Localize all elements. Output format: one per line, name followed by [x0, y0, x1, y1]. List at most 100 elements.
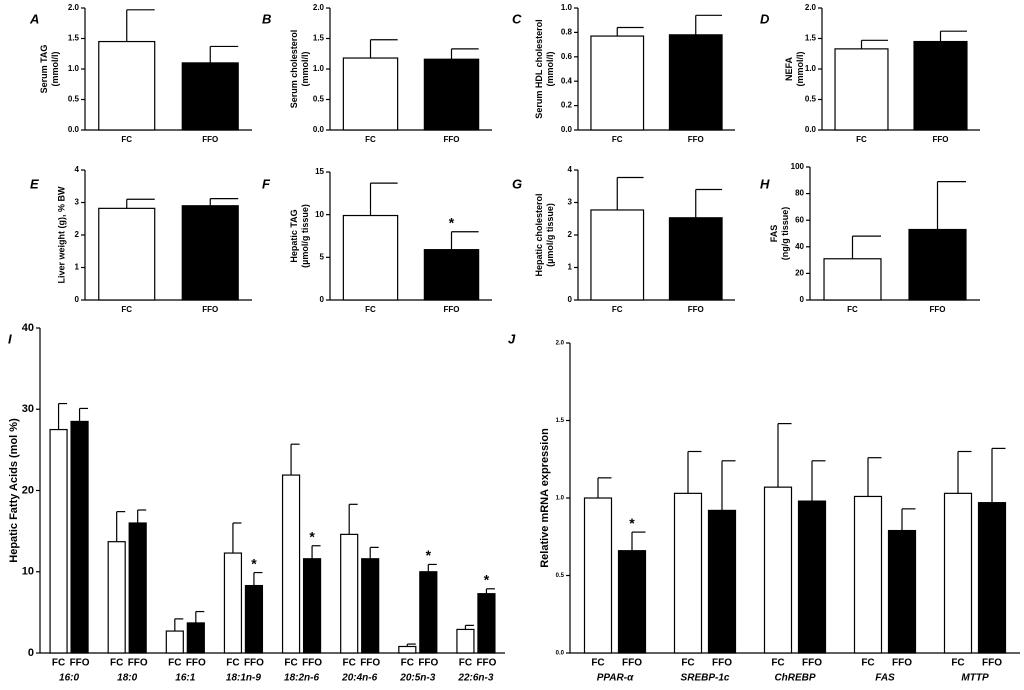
- bar: [165, 630, 184, 654]
- bar: [281, 474, 301, 654]
- y-tick-label: 1.0: [313, 64, 325, 73]
- y-tick-label: 3: [75, 198, 80, 207]
- x-tick-label: FFO: [444, 305, 460, 314]
- y-tick-label: 1.0: [805, 64, 817, 73]
- y-tick-label: 1.0: [556, 496, 565, 502]
- bar: [98, 207, 156, 301]
- y-axis-label: Hepatic Fatty Acids (mol %): [8, 418, 20, 563]
- x-tick-label: ChREBP: [774, 673, 815, 684]
- panel-letter: J: [508, 331, 516, 346]
- panel-letter: I: [8, 331, 12, 346]
- y-tick-label: 0.5: [68, 95, 80, 104]
- y-tick-label: 20: [22, 484, 34, 496]
- y-tick-label: 1: [75, 263, 80, 272]
- significance-mark: *: [251, 555, 257, 571]
- panel-letter: F: [262, 176, 271, 191]
- series-label: FC: [168, 658, 181, 669]
- series-label: FC: [951, 658, 964, 669]
- y-tick-label: 1.5: [556, 418, 565, 424]
- bar: [797, 500, 827, 654]
- y-tick-label: 1: [568, 263, 573, 272]
- series-label: FFO: [712, 658, 732, 669]
- y-tick-label: 0: [75, 295, 80, 304]
- bar: [419, 571, 438, 654]
- y-axis-label: Relative mRNA expression: [539, 428, 551, 568]
- y-tick-label: 0.5: [805, 95, 817, 104]
- y-axis-label: (µmol/g tissue): [300, 204, 310, 268]
- series-label: FFO: [244, 658, 264, 669]
- y-tick-label: 0: [320, 295, 325, 304]
- significance-mark: *: [309, 528, 315, 544]
- series-label: FC: [343, 658, 356, 669]
- x-tick-label: FC: [612, 135, 623, 144]
- x-tick-label: FFO: [688, 135, 704, 144]
- significance-mark: *: [484, 572, 490, 588]
- bar: [342, 57, 399, 131]
- y-tick-label: 0.0: [556, 651, 565, 657]
- x-tick-label: FFO: [444, 135, 460, 144]
- x-tick-label: FFO: [202, 305, 218, 314]
- series-label: FFO: [802, 658, 822, 669]
- y-tick-label: 4: [568, 165, 573, 174]
- bar: [70, 420, 89, 654]
- series-label: FC: [861, 658, 874, 669]
- y-tick-label: 3: [568, 198, 573, 207]
- series-label: FFO: [418, 658, 438, 669]
- series-label: FC: [591, 658, 604, 669]
- y-tick-label: 0.0: [561, 125, 573, 134]
- bar: [98, 40, 156, 131]
- x-tick-label: 18:0: [117, 673, 137, 684]
- y-tick-label: 2.0: [556, 341, 565, 347]
- y-axis-label: (mmol/l): [545, 51, 555, 86]
- y-tick-label: 4: [75, 165, 80, 174]
- bar: [590, 35, 645, 131]
- y-tick-label: 1.5: [68, 34, 80, 43]
- x-tick-label: 20:4n-6: [341, 673, 377, 684]
- bar: [707, 509, 737, 654]
- series-label: FC: [459, 658, 472, 669]
- series-label: FC: [681, 658, 694, 669]
- bar: [617, 550, 647, 654]
- bar: [943, 492, 973, 654]
- y-axis-label: Serum HDL cholesterol: [534, 19, 544, 118]
- bar: [181, 62, 239, 131]
- bar: [340, 533, 359, 654]
- y-tick-label: 0.8: [561, 28, 573, 37]
- x-tick-label: 18:2n-6: [284, 673, 319, 684]
- y-tick-label: 40: [22, 322, 34, 334]
- y-tick-label: 0.6: [561, 52, 573, 61]
- x-tick-label: FC: [121, 135, 132, 144]
- bar: [913, 40, 968, 131]
- y-tick-label: 10: [315, 210, 324, 219]
- y-tick-label: 10: [22, 566, 34, 578]
- bar: [128, 522, 147, 654]
- bar: [223, 552, 243, 654]
- y-tick-label: 1.0: [68, 64, 80, 73]
- series-label: FC: [284, 658, 297, 669]
- x-tick-label: FC: [365, 135, 376, 144]
- y-tick-label: 0.0: [313, 125, 325, 134]
- bar: [186, 622, 205, 654]
- y-axis-label: NEFA: [784, 57, 794, 82]
- y-tick-label: 100: [791, 162, 805, 171]
- y-axis-label: (mmol/l): [795, 51, 805, 86]
- bar: [342, 214, 399, 301]
- bar: [423, 249, 480, 301]
- x-tick-label: FC: [856, 135, 867, 144]
- panel-letter: C: [512, 11, 522, 26]
- series-label: FC: [771, 658, 784, 669]
- bar: [398, 645, 417, 654]
- x-tick-label: MTTP: [961, 673, 989, 684]
- y-tick-label: 60: [795, 215, 804, 224]
- x-tick-label: 22:6n-3: [457, 673, 493, 684]
- bar: [668, 217, 723, 301]
- panel-letter: D: [760, 11, 770, 26]
- series-label: FFO: [128, 658, 148, 669]
- bar: [590, 209, 645, 301]
- bar: [302, 558, 322, 654]
- y-tick-label: 2.0: [68, 3, 80, 12]
- y-tick-label: 40: [795, 242, 804, 251]
- series-label: FC: [226, 658, 239, 669]
- significance-mark: *: [629, 515, 635, 531]
- x-tick-label: SREBP-1c: [681, 673, 730, 684]
